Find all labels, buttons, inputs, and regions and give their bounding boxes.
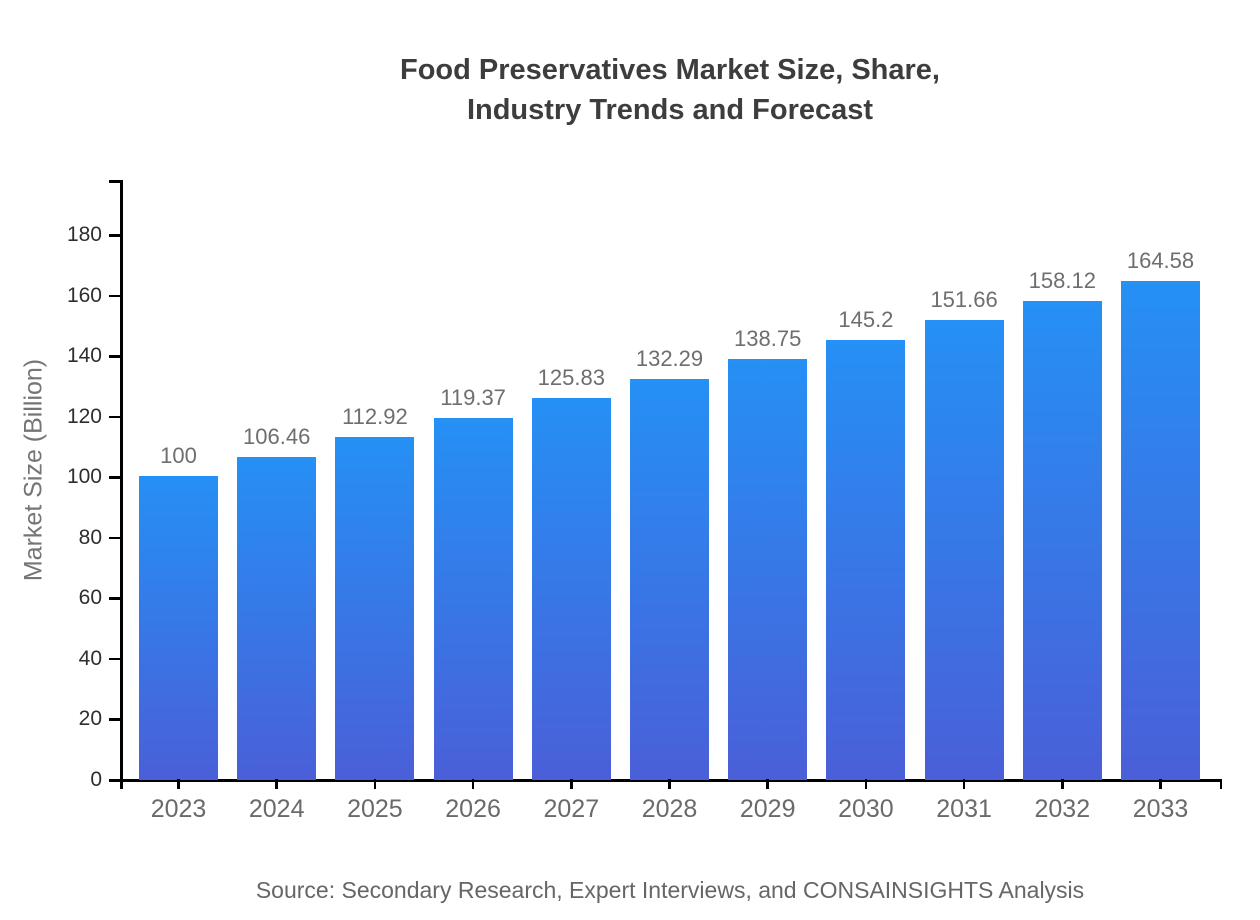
x-category-label: 2029: [739, 795, 796, 823]
bar: [1121, 281, 1200, 780]
x-axis-line: [120, 779, 1222, 782]
bar-value-label: 106.46: [243, 423, 311, 449]
x-tick: [766, 779, 769, 789]
source-note: Source: Secondary Research, Expert Inter…: [255, 877, 1085, 903]
y-tick: [109, 234, 120, 237]
x-category-label: 2025: [347, 795, 403, 823]
bar-value-label: 100: [160, 443, 197, 469]
x-tick: [177, 779, 180, 789]
y-tick-label: 40: [78, 646, 102, 670]
y-tick: [109, 536, 120, 540]
bar-value-label: 125.83: [537, 365, 605, 391]
bar: [335, 437, 415, 780]
x-category-label: 2027: [543, 795, 600, 823]
x-category-label: 2031: [936, 795, 992, 823]
bar-value-label: 164.58: [1126, 248, 1195, 274]
bar-value-label: 132.29: [635, 345, 704, 371]
x-tick: [471, 779, 475, 789]
x-tick: [668, 779, 671, 789]
y-tick: [109, 597, 120, 600]
y-tick: [109, 294, 120, 298]
x-tick: [275, 779, 278, 789]
chart-title: Food Preservatives Market Size, Share, I…: [80, 50, 1260, 130]
bar: [433, 417, 513, 780]
y-tick: [109, 657, 120, 661]
x-tick: [373, 779, 377, 789]
x-tick: [864, 779, 868, 789]
bar-value-label: 158.12: [1028, 267, 1096, 293]
y-tick-label: 180: [66, 223, 102, 247]
bar: [237, 456, 317, 780]
x-category-label: 2032: [1034, 795, 1091, 823]
bar-value-label: 112.92: [342, 404, 408, 430]
bar: [728, 359, 808, 780]
bar: [924, 320, 1004, 780]
x-category-label: 2028: [641, 795, 698, 823]
y-tick: [109, 476, 120, 479]
chart-title-line1: Food Preservatives Market Size, Share,: [400, 54, 940, 86]
x-tick: [1159, 779, 1162, 789]
bar-value-label: 119.37: [440, 384, 506, 410]
y-tick-label: 20: [78, 707, 102, 731]
y-tick: [109, 415, 120, 419]
y-axis-line: [120, 180, 123, 789]
bar: [826, 339, 906, 780]
y-axis-endcap-tick: [109, 180, 120, 183]
x-category-label: 2024: [248, 795, 305, 823]
bar: [630, 378, 709, 780]
y-tick: [109, 779, 120, 782]
x-axis-endcap-tick: [1219, 779, 1222, 789]
bar: [139, 476, 218, 780]
y-tick-label: 60: [78, 586, 102, 610]
x-category-label: 2026: [445, 795, 501, 823]
x-category-label: 2023: [150, 795, 207, 823]
x-tick: [962, 779, 966, 789]
x-tick: [570, 779, 573, 789]
y-tick: [109, 718, 120, 721]
y-tick-label: 0: [90, 768, 102, 791]
x-category-label: 2033: [1132, 795, 1189, 823]
x-tick: [1061, 779, 1064, 789]
bar-value-label: 151.66: [930, 287, 998, 313]
bar-value-label: 138.75: [734, 326, 802, 352]
bar: [1022, 300, 1102, 780]
chart-title-line2: Industry Trends and Forecast: [466, 94, 874, 126]
y-tick-label: 160: [66, 283, 102, 307]
bar-value-label: 145.2: [838, 306, 894, 332]
y-tick: [109, 355, 120, 358]
bar: [531, 398, 611, 780]
y-tick-label: 140: [66, 344, 102, 368]
y-tick-label: 120: [66, 404, 102, 428]
y-tick-label: 100: [66, 465, 102, 489]
y-tick-label: 80: [78, 525, 102, 549]
x-category-label: 2030: [838, 795, 894, 823]
